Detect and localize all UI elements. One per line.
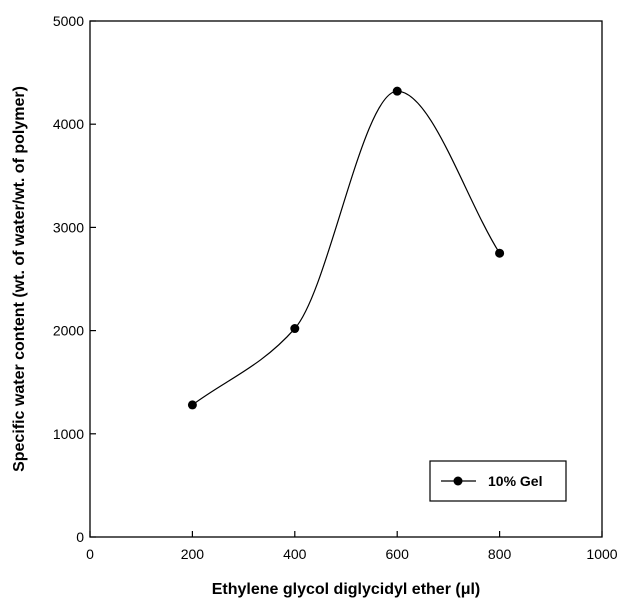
- legend-label: 10% Gel: [488, 473, 542, 489]
- legend: 10% Gel: [429, 460, 567, 502]
- y-tick-label-0: 0: [76, 529, 84, 545]
- y-tick-label-3: 3000: [53, 219, 84, 235]
- y-axis-ticks: 0 1000 2000 3000 4000 5000: [53, 13, 96, 545]
- x-axis-title: Ethylene glycol diglycidyl ether (μl): [212, 581, 481, 598]
- data-point-2: [392, 86, 402, 96]
- plot-frame: [89, 20, 603, 538]
- y-tick-label-2: 2000: [53, 323, 84, 339]
- y-axis-title: Specific water content (wt. of water/wt.…: [11, 86, 28, 472]
- y-tick-label-4: 4000: [53, 116, 84, 132]
- series-curve-10pct-gel: [192, 90, 501, 406]
- x-tick-label-4: 800: [488, 546, 512, 562]
- x-tick-label-5: 1000: [586, 546, 617, 562]
- x-tick-label-2: 400: [283, 546, 307, 562]
- series-points: [187, 86, 505, 410]
- x-axis-ticks: 0 200 400 600 800 1000: [86, 531, 618, 562]
- data-point-1: [290, 324, 300, 334]
- x-tick-label-0: 0: [86, 546, 94, 562]
- x-tick-label-3: 600: [386, 546, 410, 562]
- x-tick-label-1: 200: [181, 546, 205, 562]
- legend-marker: [453, 476, 463, 486]
- y-tick-label-1: 1000: [53, 426, 84, 442]
- data-point-0: [187, 400, 197, 410]
- data-point-3: [495, 248, 505, 258]
- y-tick-label-5: 5000: [53, 13, 84, 29]
